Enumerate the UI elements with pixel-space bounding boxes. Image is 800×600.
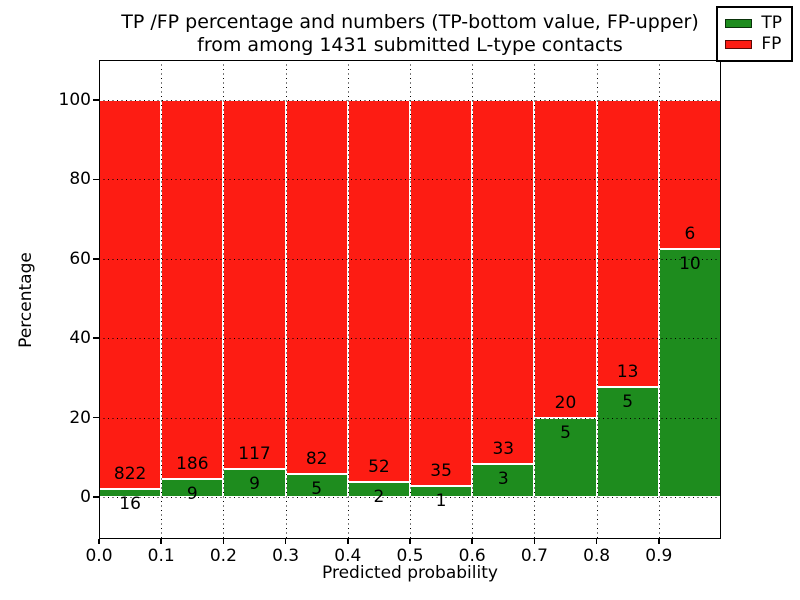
bar-segment-fp-6 [472,100,535,464]
y-tick-label-0: 0 [80,487,91,507]
y-tick-20 [93,416,99,419]
x-tick-label-0.3: 0.3 [272,546,300,566]
bar-segment-tp-8 [596,386,659,497]
chart-title: TP /FP percentage and numbers (TP-bottom… [99,11,721,57]
legend-row-tp: TP [725,13,782,34]
tp-swatch-icon [725,19,753,28]
bar-segment-fp-1 [161,100,224,479]
x-tick-0.8 [595,539,598,544]
y-axis-label: Percentage [16,252,36,348]
bar-segment-tp-4 [347,482,410,497]
y-tick-40 [93,337,99,339]
y-tick-label-20: 20 [69,407,91,428]
fp-swatch-icon [725,40,753,49]
x-tick-0.1 [160,539,162,544]
x-tick-0.9 [658,539,660,544]
x-tick-label-0.8: 0.8 [583,546,611,566]
bar-segment-tp-7 [534,417,597,497]
x-tick-0.4 [347,539,349,544]
x-axis-label: Predicted probability [322,563,498,583]
x-tick-label-0.6: 0.6 [458,546,486,566]
legend-label-fp: FP [761,34,782,54]
bar-segment-tp-0 [99,489,162,497]
y-tick-60 [93,258,99,260]
x-tick-0.3 [284,539,287,544]
x-tick-label-0.0: 0.0 [85,546,113,566]
y-tick-0 [93,496,99,498]
x-tick-0.7 [533,539,536,544]
bar-segment-fp-0 [99,100,162,490]
x-tick-0.2 [222,539,225,544]
y-tick-label-40: 40 [69,328,91,349]
x-tick-0.6 [471,539,473,544]
x-tick-label-0.7: 0.7 [520,546,548,566]
x-tick-label-0.4: 0.4 [334,546,362,566]
plot-area: 822 16 186 9 117 9 82 5 52 2 35 1 33 3 20 5 13 5 6 10 0 20 40 6… [59,60,721,566]
bar-segment-tp-9 [658,248,721,497]
chart-title-line2: from among 1431 submitted L-type contact… [197,34,623,56]
y-tick-label-100: 100 [58,90,91,110]
bar-segment-fp-7 [534,100,597,418]
x-tick-0.5 [409,539,411,544]
bar-segment-tp-3 [285,474,348,497]
bar-segment-fp-2 [223,100,286,469]
bar-segment-fp-8 [596,100,659,387]
legend-label-tp: TP [761,13,782,33]
bar-segment-fp-3 [285,100,348,475]
bar-segment-fp-9 [658,100,721,249]
legend: TP FP [716,6,793,62]
bar-segment-fp-4 [347,100,410,483]
chart-title-line1: TP /FP percentage and numbers (TP-bottom… [121,11,699,33]
y-tick-label-80: 80 [69,169,91,190]
y-tick-80 [93,178,99,181]
legend-row-fp: FP [725,34,782,55]
bar-segment-fp-5 [410,100,473,486]
gridline-h-0 [99,497,721,498]
x-tick-0.0 [98,539,100,544]
y-tick-label-60: 60 [69,248,91,269]
x-tick-label-0.1: 0.1 [147,546,175,566]
x-tick-label-0.5: 0.5 [396,546,424,566]
bar-segment-tp-6 [472,463,535,497]
x-tick-label-0.2: 0.2 [209,546,237,566]
y-tick-100 [93,99,99,101]
bar-segment-tp-5 [410,485,473,497]
bar-segment-tp-1 [161,478,224,497]
bar-segment-tp-2 [223,468,286,497]
x-tick-label-0.9: 0.9 [645,546,673,566]
